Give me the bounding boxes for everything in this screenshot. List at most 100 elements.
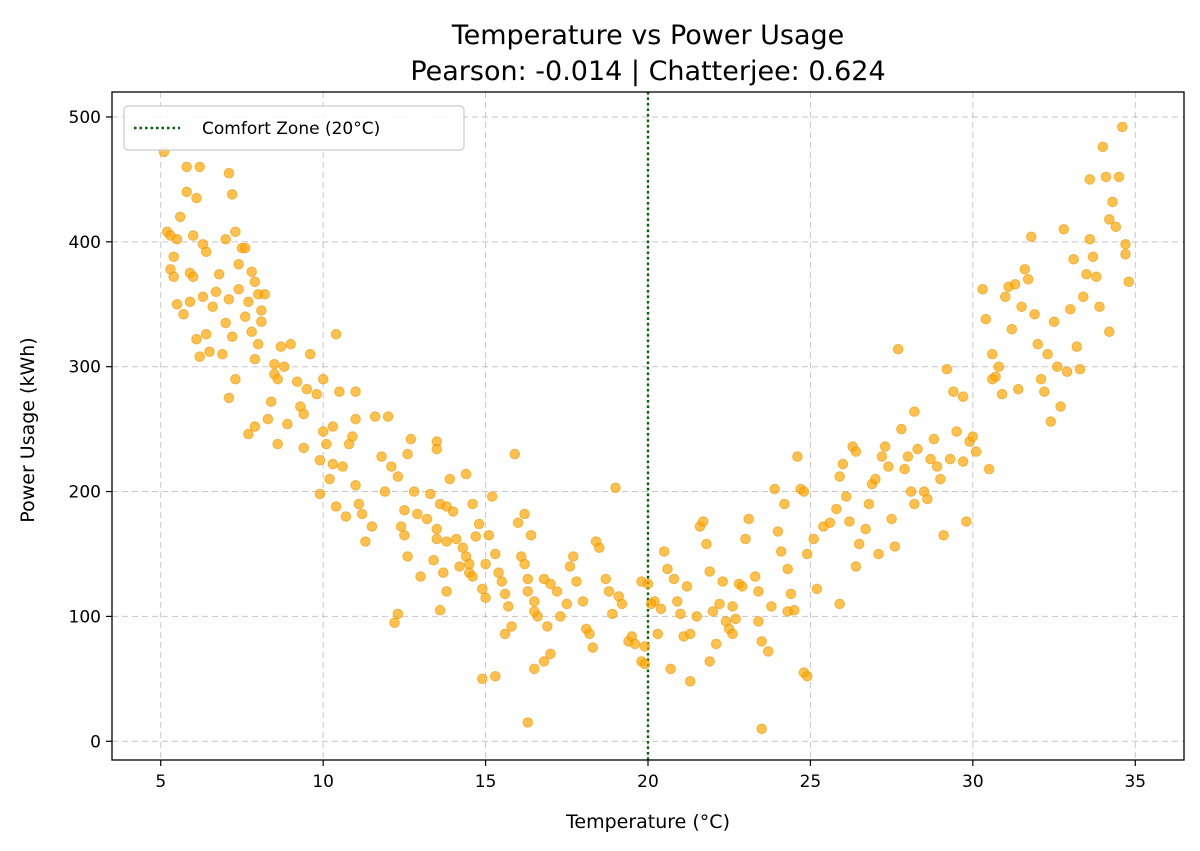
scatter-point xyxy=(204,346,215,358)
scatter-point xyxy=(684,676,696,687)
scatter-point xyxy=(561,598,573,610)
scatter-point xyxy=(425,488,436,500)
scatter-point xyxy=(392,471,404,482)
scatter-point xyxy=(529,596,540,607)
scatter-point xyxy=(1042,348,1053,360)
scatter-point xyxy=(402,448,413,460)
scatter-point xyxy=(405,433,417,445)
scatter-point xyxy=(239,242,251,254)
scatter-point xyxy=(785,588,797,600)
scatter-point xyxy=(350,386,361,398)
scatter-point xyxy=(1120,249,1131,260)
scatter-point xyxy=(772,526,784,537)
data-points xyxy=(158,121,1135,735)
scatter-point xyxy=(896,423,907,435)
scatter-point xyxy=(1009,279,1021,290)
scatter-point xyxy=(447,506,459,517)
scatter-point xyxy=(314,488,326,500)
scatter-point xyxy=(353,498,365,510)
scatter-point xyxy=(600,573,612,585)
scatter-point xyxy=(603,586,615,597)
scatter-point xyxy=(863,498,875,510)
scatter-point xyxy=(402,551,413,562)
scatter-point xyxy=(191,333,202,345)
scatter-point xyxy=(174,211,186,223)
scatter-point xyxy=(386,461,397,472)
scatter-point xyxy=(522,717,534,728)
scatter-point xyxy=(808,533,820,545)
scatter-point xyxy=(681,581,693,592)
scatter-point xyxy=(1113,171,1125,183)
scatter-point xyxy=(675,608,686,620)
scatter-point xyxy=(782,606,794,617)
scatter-point xyxy=(233,259,244,270)
scatter-point xyxy=(1013,383,1024,395)
scatter-point xyxy=(935,473,946,485)
scatter-point xyxy=(545,648,556,660)
scatter-point xyxy=(691,611,703,622)
scatter-point xyxy=(1100,171,1112,183)
scatter-point xyxy=(938,530,949,541)
scatter-point xyxy=(269,358,280,370)
legend-label: Comfort Zone (20°C) xyxy=(202,119,380,139)
scatter-point xyxy=(278,361,290,373)
scatter-point xyxy=(925,453,936,465)
x-axis-label: Temperature (°C) xyxy=(565,811,730,833)
scatter-point xyxy=(1104,326,1115,338)
scatter-point xyxy=(542,621,553,632)
scatter-point xyxy=(1084,234,1096,245)
scatter-point xyxy=(886,513,897,525)
scatter-point xyxy=(736,581,748,592)
scatter-point xyxy=(356,508,368,520)
scatter-point xyxy=(184,296,196,308)
scatter-point xyxy=(948,386,959,398)
scatter-point xyxy=(1022,274,1034,285)
x-axis-ticks: 5 10 15 20 25 30 35 xyxy=(155,760,1146,792)
scatter-point xyxy=(704,566,716,577)
scatter-point xyxy=(1078,291,1089,303)
scatter-point xyxy=(944,453,956,465)
scatter-point xyxy=(457,542,469,554)
scatter-point xyxy=(272,373,284,385)
scatter-point xyxy=(226,331,238,343)
scatter-point xyxy=(246,266,257,278)
scatter-point xyxy=(327,421,339,432)
y-axis-ticks: 0 100 200 300 400 500 xyxy=(69,108,112,752)
scatter-point xyxy=(249,421,261,432)
scatter-point xyxy=(545,578,556,590)
scatter-point xyxy=(340,511,352,522)
scatter-point xyxy=(490,548,501,560)
scatter-point xyxy=(262,413,274,425)
scatter-point xyxy=(850,446,862,457)
scatter-point xyxy=(642,578,654,590)
scatter-point xyxy=(892,343,904,355)
scatter-point xyxy=(330,328,342,340)
scatter-point xyxy=(415,571,426,582)
scatter-point xyxy=(1019,264,1031,275)
scatter-point xyxy=(519,508,530,520)
scatter-point xyxy=(1104,214,1115,225)
scatter-point xyxy=(1084,174,1096,185)
scatter-point xyxy=(941,363,953,375)
scatter-point xyxy=(304,348,316,360)
scatter-point xyxy=(249,276,261,288)
legend-box xyxy=(123,105,465,151)
scatter-point xyxy=(801,548,813,560)
scatter-point xyxy=(1006,323,1018,335)
scatter-point xyxy=(477,583,488,595)
scatter-point xyxy=(551,586,563,597)
scatter-point xyxy=(431,443,443,455)
scatter-point xyxy=(327,458,339,470)
scatter-point xyxy=(181,186,192,198)
scatter-point xyxy=(594,542,605,554)
scatter-point xyxy=(762,646,774,657)
scatter-point xyxy=(1058,224,1070,235)
scatter-point xyxy=(753,586,764,597)
scatter-point xyxy=(749,571,761,582)
scatter-point xyxy=(275,341,287,353)
scatter-point xyxy=(252,338,264,350)
scatter-point xyxy=(753,616,764,627)
scatter-point xyxy=(522,586,534,597)
scatter-point xyxy=(727,628,738,640)
scatter-point xyxy=(467,498,478,510)
